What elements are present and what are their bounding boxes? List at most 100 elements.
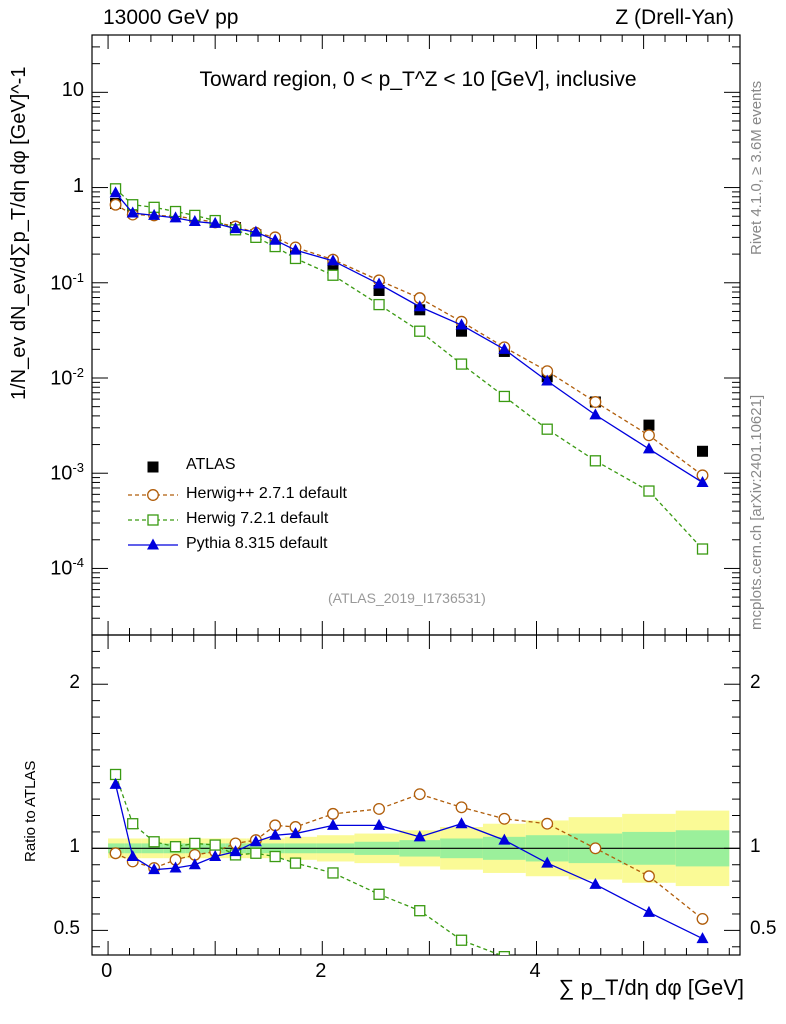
- data-point: [327, 260, 339, 272]
- main-axis-ticks: [92, 34, 740, 636]
- ratio-point: [455, 801, 468, 814]
- y-tick-label-ratio: 2: [69, 672, 80, 694]
- data-point: [229, 222, 242, 234]
- data-point: [109, 186, 122, 198]
- ratio-point: [643, 870, 655, 883]
- data-point: [209, 216, 222, 228]
- data-point: [148, 208, 161, 220]
- ratio-point: [373, 888, 385, 900]
- ratio-point: [373, 818, 386, 830]
- y-tick-label-ratio-right: 2: [750, 672, 761, 694]
- data-point: [643, 419, 655, 431]
- ratio-frame: [91, 634, 741, 956]
- legend-marker: [147, 514, 159, 526]
- ratio-point: [589, 877, 602, 889]
- ratio-point: [209, 850, 222, 862]
- ratio-y-axis-label: Ratio to ATLAS: [22, 760, 39, 862]
- data-point: [589, 408, 602, 420]
- series-line: [115, 204, 703, 476]
- ratio-point: [455, 934, 468, 946]
- ratio-point: [498, 833, 511, 845]
- data-point: [456, 325, 468, 337]
- ratio-point: [696, 932, 709, 944]
- ratio-line: [114, 774, 502, 955]
- ratio-point: [413, 788, 426, 801]
- data-point: [696, 475, 709, 487]
- ratio-axis-ticks: [92, 635, 740, 955]
- ratio-point: [127, 818, 139, 830]
- legend-marker: [147, 538, 159, 550]
- series-0: [110, 198, 709, 457]
- series-1: [109, 198, 709, 482]
- series-line: [115, 192, 703, 483]
- ratio-point: [269, 850, 281, 863]
- data-point: [373, 284, 385, 296]
- ratio-point: [541, 817, 554, 830]
- data-point: [109, 198, 122, 211]
- data-point: [589, 396, 602, 408]
- ratio-point: [148, 863, 161, 875]
- ratio-point: [229, 845, 242, 857]
- ratio-point: [189, 837, 201, 850]
- ratio-point: [169, 861, 182, 873]
- ratio-point: [414, 905, 426, 917]
- main-y-axis-label: 1/N_ev dN_ev/d∑p_T/dη dφ [GeV]^-1: [8, 66, 30, 400]
- legend-label-herwig7: Herwig 7.2.1 default: [186, 510, 329, 527]
- main-data-series: [109, 183, 709, 555]
- ratio-point: [250, 847, 262, 859]
- y-tick-label-main: 10-4: [50, 555, 84, 581]
- header-right: Z (Drell-Yan): [615, 6, 734, 29]
- data-point: [541, 423, 553, 435]
- ratio-point: [413, 830, 426, 842]
- data-point: [289, 243, 302, 255]
- data-point: [498, 342, 511, 354]
- data-point: [289, 252, 302, 265]
- data-point: [269, 233, 282, 245]
- data-point: [414, 325, 426, 337]
- legend-marker: [147, 461, 159, 473]
- ratio-point: [269, 828, 282, 840]
- ratio-point: [249, 835, 262, 847]
- chart-title-part1: Toward region, 0 < p_T^Z < 10 [GeV], inc…: [199, 68, 636, 91]
- legend-label-pythia: Pythia 8.315 default: [186, 535, 328, 552]
- data-point: [589, 455, 602, 467]
- data-point: [188, 215, 201, 227]
- ratio-series-2: [109, 777, 709, 944]
- x-tick-label: 4: [529, 960, 541, 982]
- legend-label-atlas: ATLAS: [186, 456, 236, 473]
- data-point: [643, 485, 655, 497]
- data-point: [697, 445, 709, 457]
- ratio-data-series: [109, 768, 709, 971]
- data-point: [541, 374, 554, 386]
- data-point: [455, 318, 468, 330]
- ratio-point: [696, 912, 709, 925]
- ratio-point: [188, 858, 201, 870]
- x-tick-label: 2: [315, 960, 327, 982]
- ratio-point: [327, 867, 339, 879]
- x-tick-label: 0: [101, 960, 113, 982]
- ratio-point: [455, 817, 468, 829]
- y-tick-label-main: 10: [61, 79, 84, 102]
- y-tick-label-main: 10-3: [50, 460, 84, 485]
- ratio-point: [589, 842, 602, 855]
- y-tick-label-ratio-right: 0.5: [750, 918, 777, 940]
- rivet-version-label: Rivet 4.1.0, ≥ 3.6M events: [748, 80, 765, 255]
- legend-label-herwigpp: Herwig++ 2.7.1 default: [186, 485, 347, 502]
- ratio-point: [148, 836, 160, 848]
- data-point: [373, 298, 385, 311]
- y-tick-label-main: 10-2: [50, 364, 84, 390]
- ratio-point: [327, 807, 339, 820]
- ratio-point: [642, 905, 655, 917]
- legend-marker: [147, 489, 159, 501]
- ratio-point: [289, 857, 302, 869]
- ratio-point: [542, 961, 552, 971]
- y-tick-label-main: 1: [72, 174, 84, 197]
- data-point: [413, 300, 426, 312]
- data-point: [327, 269, 339, 281]
- ratio-point: [109, 777, 122, 789]
- chart-title: Toward region, 0 < p_T^Z < 10 [GeV], inc…: [199, 68, 636, 91]
- data-point: [169, 211, 182, 223]
- data-point: [643, 429, 655, 442]
- data-point: [373, 277, 386, 289]
